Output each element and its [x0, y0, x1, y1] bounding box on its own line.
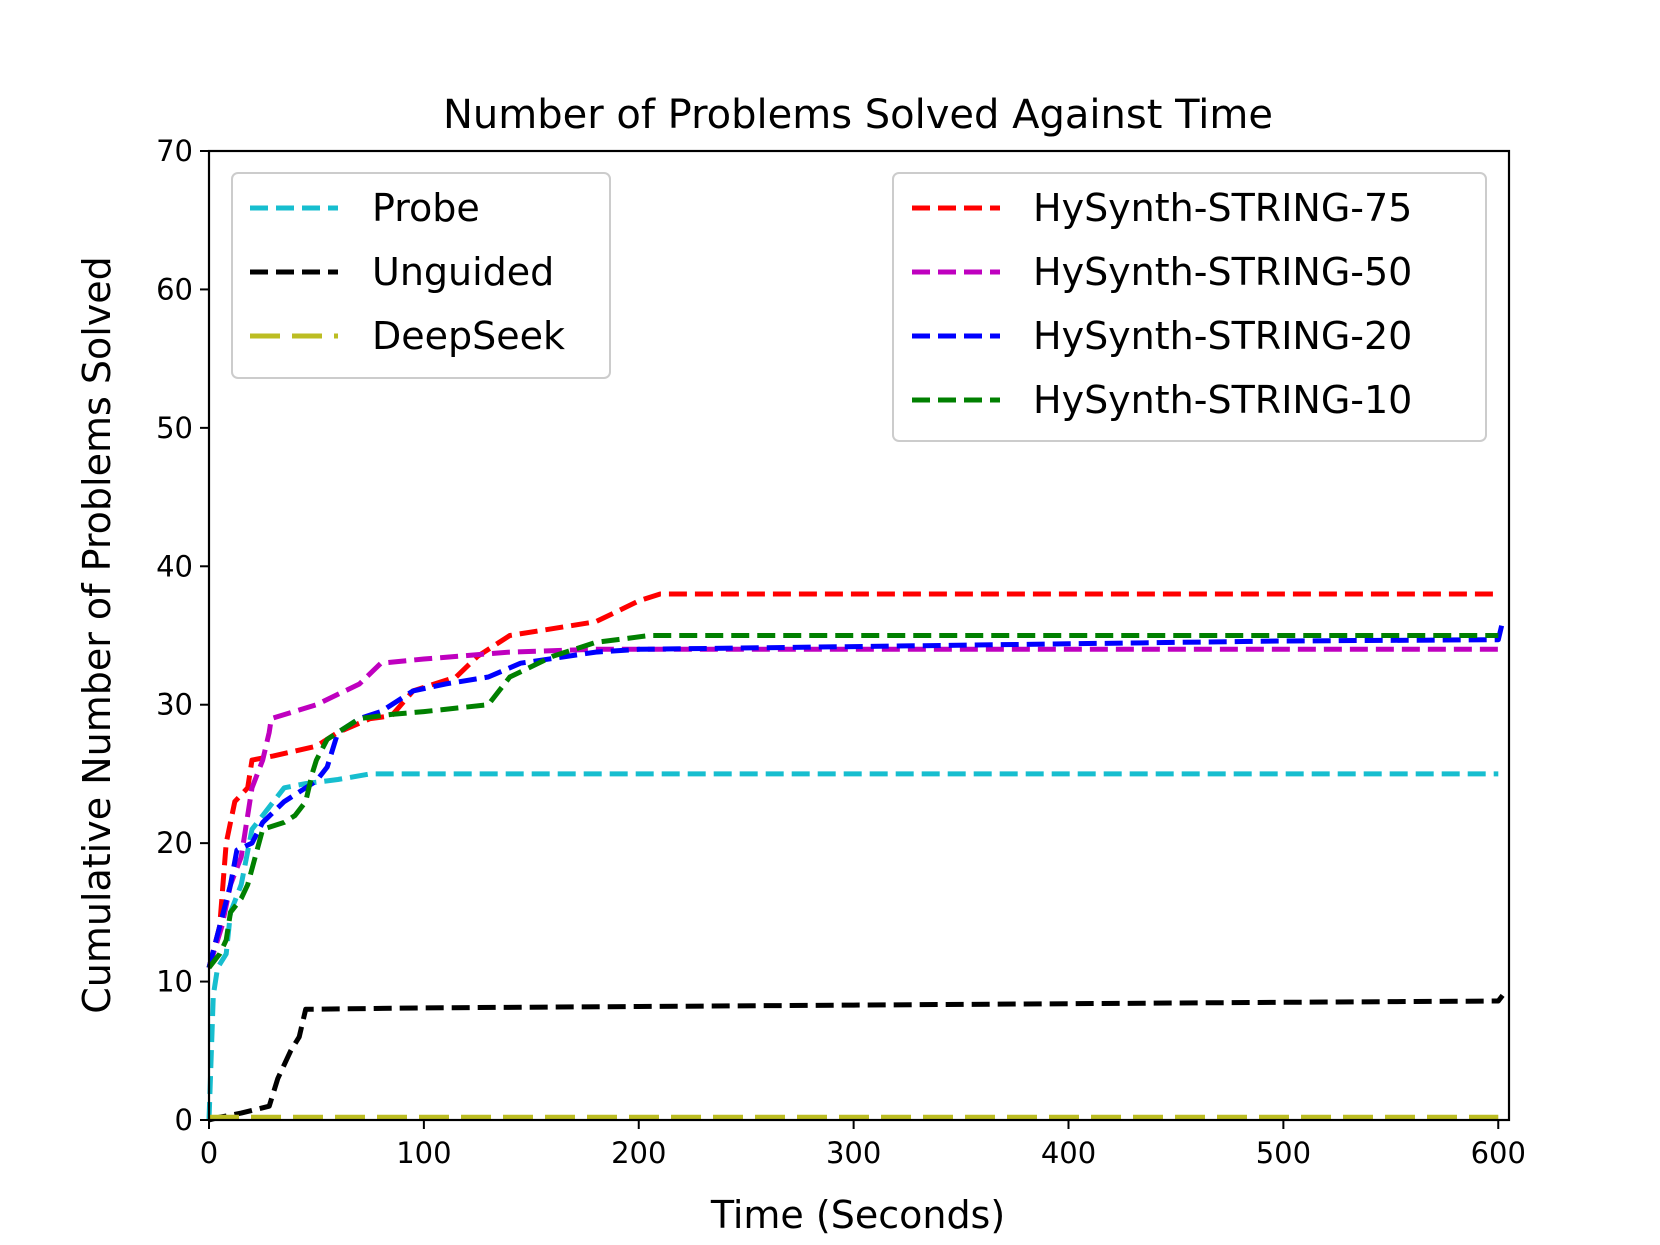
legend-label-hysynth-75: HySynth-STRING-75	[1033, 186, 1412, 230]
legend-label-hysynth-20: HySynth-STRING-20	[1033, 314, 1412, 358]
y-tick-label: 30	[156, 688, 193, 722]
y-tick-label: 50	[156, 411, 193, 445]
y-axis-label: Cumulative Number of Problems Solved	[75, 256, 119, 1014]
y-tick-label: 20	[156, 826, 193, 860]
series-line-probe	[206, 771, 1499, 1121]
x-axis-label: Time (Seconds)	[710, 1193, 1005, 1237]
x-tick-label: 300	[826, 1136, 881, 1170]
y-axis: 0 10 20 30 40 50 60 70	[156, 134, 209, 1137]
legend-label-deepseek: DeepSeek	[372, 314, 565, 358]
x-axis: 0 100 200 300 400 500 600	[200, 1120, 1526, 1170]
x-tick-label: 600	[1471, 1136, 1526, 1170]
x-tick-label: 400	[1041, 1136, 1096, 1170]
y-tick-label: 0	[175, 1103, 193, 1137]
series-line-hysynth-string-75	[206, 591, 1499, 969]
legend-right-frame	[892, 172, 1487, 442]
legend-label-probe: Probe	[372, 186, 480, 230]
y-tick-label: 70	[156, 134, 193, 168]
series-line-hysynth-string-10	[207, 633, 1499, 970]
x-tick-label: 200	[611, 1136, 666, 1170]
chart-title: Number of Problems Solved Against Time	[443, 92, 1273, 138]
y-tick-label: 10	[156, 965, 193, 999]
y-tick-label: 60	[156, 272, 193, 306]
x-tick-label: 100	[396, 1136, 451, 1170]
legend-label-unguided: Unguided	[372, 250, 554, 294]
plot-frame	[207, 149, 1511, 1122]
legend-left: Probe Unguided DeepSeek	[231, 172, 611, 379]
legend-right: HySynth-STRING-75 HySynth-STRING-50 HySy…	[892, 172, 1487, 442]
x-tick-label: 0	[200, 1136, 218, 1170]
series-line-hysynth-string-50	[206, 646, 1499, 969]
series-line-unguided	[208, 993, 1505, 1123]
y-tick-label: 40	[156, 549, 193, 583]
legend-label-hysynth-50: HySynth-STRING-50	[1033, 250, 1412, 294]
legend-left-frame	[231, 172, 611, 379]
x-tick-label: 500	[1256, 1136, 1311, 1170]
legend-label-hysynth-10: HySynth-STRING-10	[1033, 378, 1412, 422]
plot-lines	[206, 591, 1506, 1123]
